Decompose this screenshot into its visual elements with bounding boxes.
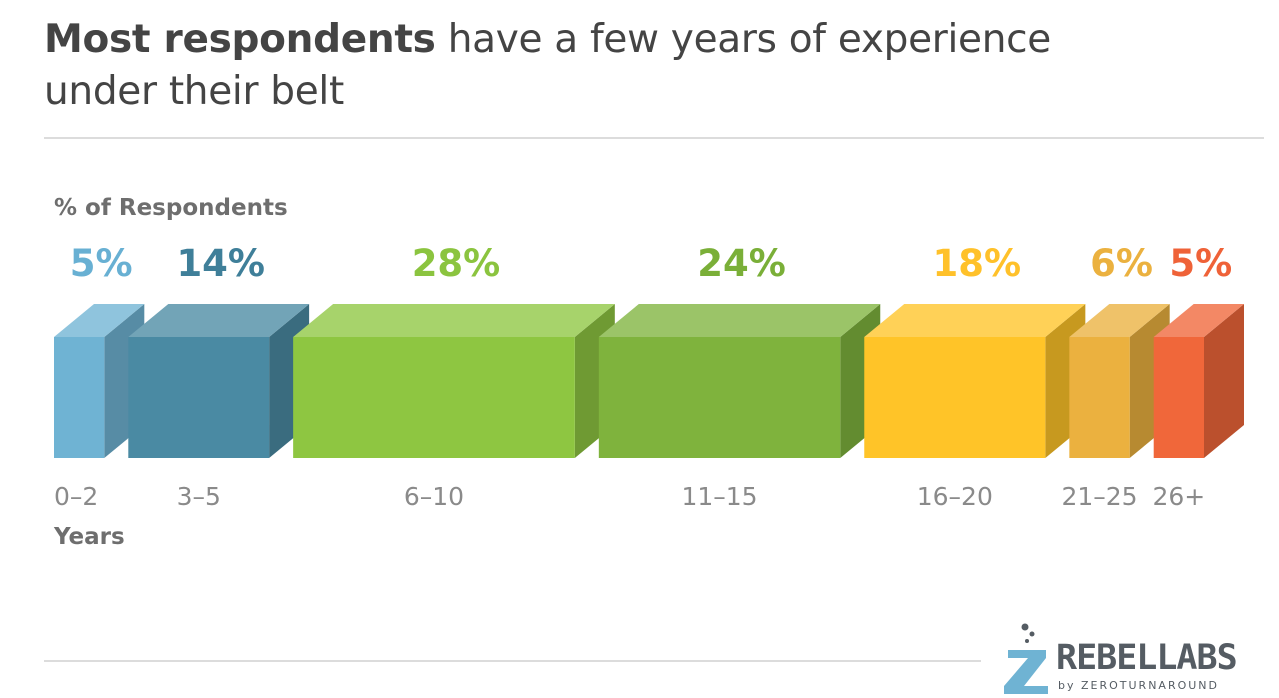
bar-front-4 (864, 337, 1046, 458)
bar-top-3 (598, 304, 881, 337)
category-label-2: 6–10 (404, 482, 464, 511)
logo-wordmark: REBELLABS (1056, 638, 1238, 678)
bar-side-6 (1204, 304, 1244, 458)
value-label-2: 28% (412, 242, 501, 285)
bar-3 (598, 304, 881, 458)
bar-front-1 (128, 337, 270, 458)
bottom-divider (44, 660, 981, 662)
value-label-4: 18% (933, 242, 1022, 285)
logo-subtext: by ZEROTURNAROUND (1058, 679, 1219, 692)
chart-title: Most respondents have a few years of exp… (44, 14, 1124, 118)
category-label-4: 16–20 (917, 482, 993, 511)
bar-top-2 (293, 304, 615, 337)
bar-4 (864, 304, 1086, 458)
bar-1 (128, 304, 310, 458)
top-divider (44, 137, 1264, 139)
value-label-5: 6% (1090, 242, 1153, 285)
value-label-3: 24% (697, 242, 786, 285)
category-label-0: 0–2 (54, 482, 98, 511)
category-label-6: 26+ (1152, 482, 1205, 511)
value-label-1: 14% (176, 242, 265, 285)
title-bold: Most respondents (44, 17, 436, 62)
bar-front-6 (1153, 337, 1204, 458)
value-label-6: 5% (1169, 242, 1232, 285)
bar-6 (1153, 304, 1244, 458)
category-label-3: 11–15 (681, 482, 757, 511)
bar-chart: 5% 0–2 14% 3–5 28% 6–10 24% 11–15 18% 16–20 6% 21–2… (54, 242, 1244, 511)
bar-front-3 (598, 337, 841, 458)
bar-top-0 (54, 304, 145, 337)
bar-top-5 (1069, 304, 1170, 337)
title-rest: have a few years of experience under the… (44, 17, 1051, 114)
y-axis-label: % of Respondents (54, 195, 288, 221)
x-axis-label: Years (54, 524, 125, 550)
bar-top-1 (128, 304, 310, 337)
bar-front-2 (293, 337, 575, 458)
category-label-5: 21–25 (1061, 482, 1137, 511)
value-label-0: 5% (70, 242, 133, 285)
bar-top-4 (864, 304, 1086, 337)
rebellabs-logo-icon (1004, 623, 1048, 694)
category-label-1: 3–5 (177, 482, 221, 511)
bar-top-6 (1153, 304, 1244, 337)
bar-front-0 (54, 337, 105, 458)
bar-2 (293, 304, 615, 458)
bar-front-5 (1069, 337, 1130, 458)
